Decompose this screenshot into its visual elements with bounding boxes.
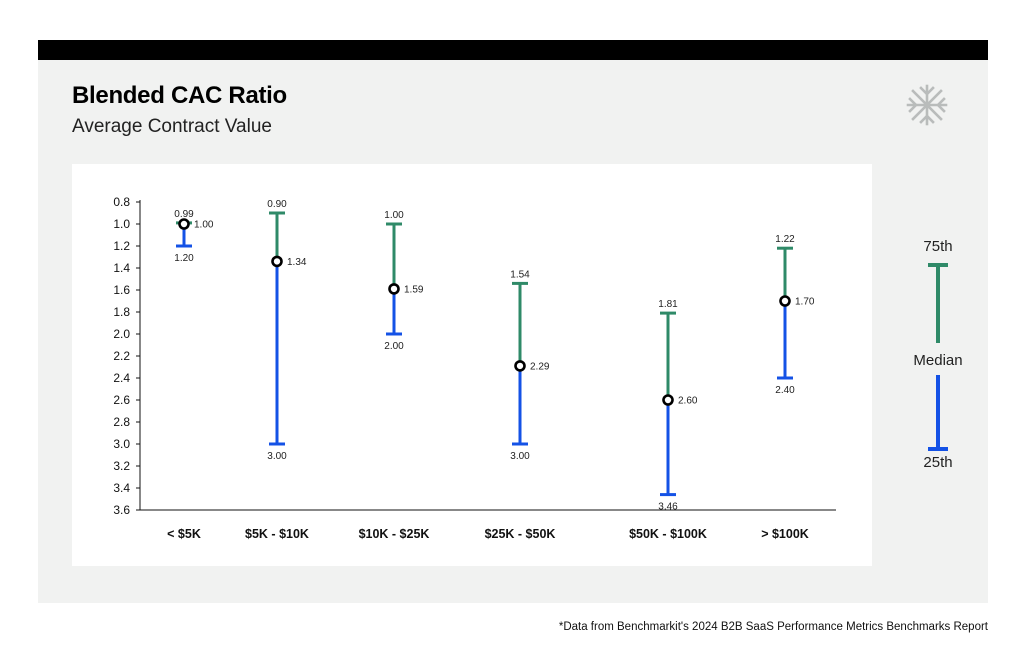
y-tick-label: 1.0 <box>113 217 130 231</box>
legend-top-label: 75th <box>923 238 953 255</box>
x-tick-label: < $5K <box>167 527 201 541</box>
median-marker <box>514 360 526 372</box>
median-marker <box>779 295 791 307</box>
y-tick-label: 2.8 <box>113 415 130 429</box>
y-tick-label: 2.0 <box>113 327 130 341</box>
y-tick-label: 1.2 <box>113 239 130 253</box>
median-value-label: 1.59 <box>404 284 424 295</box>
legend: 75th Median 25th <box>898 238 978 483</box>
p25-value-label: 3.46 <box>658 502 678 513</box>
y-tick-label: 2.4 <box>113 371 130 385</box>
p75-value-label: 1.54 <box>510 269 530 280</box>
median-value-label: 1.34 <box>287 257 307 268</box>
snowflake-logo-icon <box>906 84 948 126</box>
median-marker <box>662 394 674 406</box>
median-marker <box>388 283 400 295</box>
y-tick-label: 2.2 <box>113 349 130 363</box>
p75-value-label: 1.81 <box>658 299 678 310</box>
range-chart: 0.8 1.0 1.2 1.4 1.6 1.8 2.0 2.2 2.4 2.6 2.8 3.0 3.2 3… <box>113 195 836 541</box>
p25-value-label: 3.00 <box>510 451 530 462</box>
median-marker <box>271 255 283 268</box>
chart-card: 0.8 1.0 1.2 1.4 1.6 1.8 2.0 2.2 2.4 2.6 2.8 3.0 3.2 3… <box>72 164 872 566</box>
y-tick-label: 1.8 <box>113 305 130 319</box>
p75-value-label: 0.99 <box>174 209 194 220</box>
x-tick-label: $25K - $50K <box>485 527 556 541</box>
legend-bottom-label: 25th <box>923 454 953 471</box>
p25-value-label: 1.20 <box>174 253 194 264</box>
legend-range-glyph <box>928 263 948 451</box>
x-tick-label: $50K - $100K <box>629 527 707 541</box>
p25-value-label: 3.00 <box>267 451 287 462</box>
p75-value-label: 0.90 <box>267 199 287 210</box>
median-value-label: 2.60 <box>678 396 698 407</box>
p25-value-label: 2.00 <box>384 341 404 352</box>
median-value-label: 2.29 <box>530 361 550 372</box>
chart-title: Blended CAC Ratio <box>72 82 287 109</box>
y-tick-label: 2.6 <box>113 393 130 407</box>
y-tick-label: 3.2 <box>113 459 130 473</box>
y-tick-label: 3.4 <box>113 481 130 495</box>
y-tick-label: 3.0 <box>113 437 130 451</box>
x-tick-label: $5K - $10K <box>245 527 309 541</box>
p75-value-label: 1.00 <box>384 210 404 221</box>
median-marker <box>178 218 190 230</box>
footnote: *Data from Benchmarkit's 2024 B2B SaaS P… <box>558 621 988 633</box>
y-tick-label: 0.8 <box>113 195 130 209</box>
p25-value-label: 2.40 <box>775 385 795 396</box>
y-tick-label: 1.4 <box>113 261 130 275</box>
chart-panel: Blended CAC Ratio Average Contract Value… <box>38 60 988 603</box>
y-tick-label: 1.6 <box>113 283 130 297</box>
median-value-label: 1.00 <box>194 220 214 231</box>
legend-median-label: Median <box>913 352 963 369</box>
top-bar <box>38 40 988 60</box>
chart-subtitle: Average Contract Value <box>72 116 272 137</box>
y-tick-label: 3.6 <box>113 503 130 517</box>
p75-value-label: 1.22 <box>775 234 795 245</box>
median-value-label: 1.70 <box>795 297 815 308</box>
x-tick-label: > $100K <box>761 527 809 541</box>
x-tick-label: $10K - $25K <box>359 527 430 541</box>
